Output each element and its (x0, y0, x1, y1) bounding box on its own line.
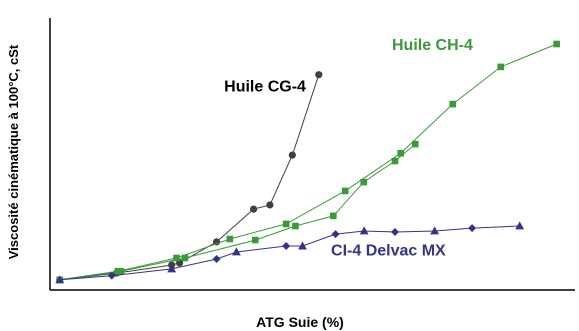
series-3-point (359, 226, 369, 235)
series-layer (55, 40, 560, 284)
series-3-label: CI-4 Delvac MX (331, 242, 446, 259)
series-2-b-point (330, 212, 337, 220)
series-3-point (212, 255, 221, 264)
x-axis-label: ATG Suie (%) (256, 314, 344, 330)
series-2-point (282, 220, 290, 228)
series-2-b-point (411, 140, 419, 148)
series-3-point (515, 221, 525, 230)
series-3-point (390, 228, 399, 236)
series-3-point (430, 226, 440, 235)
series-2-point (226, 235, 234, 243)
series-3-point (298, 241, 307, 250)
series-label-layer: Huile CG-4 Huile CH-4 CI-4 Delvac MX (224, 37, 473, 259)
series-1-line (59, 74, 320, 281)
series-3-point (232, 247, 241, 256)
series-2-point (341, 187, 349, 195)
series-2-line (59, 43, 557, 281)
series-3-point (107, 271, 116, 280)
series-2-point (497, 63, 505, 71)
series-1-point (288, 151, 296, 159)
series-2-label: Huile CH-4 (392, 37, 473, 54)
series-1-point (315, 71, 323, 79)
series-2-b-line (59, 143, 416, 281)
series-1-point (212, 238, 221, 246)
series-1-point (249, 205, 258, 213)
series-2-b-point (252, 236, 259, 244)
y-axis-label: Viscosité cinématique à 100°C, cSt (6, 44, 21, 259)
series-2-b-point (360, 178, 368, 186)
series-3-point (167, 264, 177, 273)
series-3-point (468, 224, 477, 233)
series-3-point (282, 242, 291, 251)
axes (49, 18, 575, 291)
series-3-point (331, 230, 340, 239)
series-2-point (397, 149, 405, 157)
series-2-point (173, 254, 180, 262)
series-2-point (449, 100, 457, 108)
series-1-label: Huile CG-4 (224, 79, 306, 96)
series-2-b-point (292, 222, 299, 230)
series-2-b-point (391, 157, 399, 165)
series-2-point (553, 40, 560, 48)
series-2-b-point (181, 254, 189, 262)
series-2-b-point (117, 267, 125, 275)
series-1-point (266, 201, 274, 209)
series-3-point (55, 275, 65, 284)
